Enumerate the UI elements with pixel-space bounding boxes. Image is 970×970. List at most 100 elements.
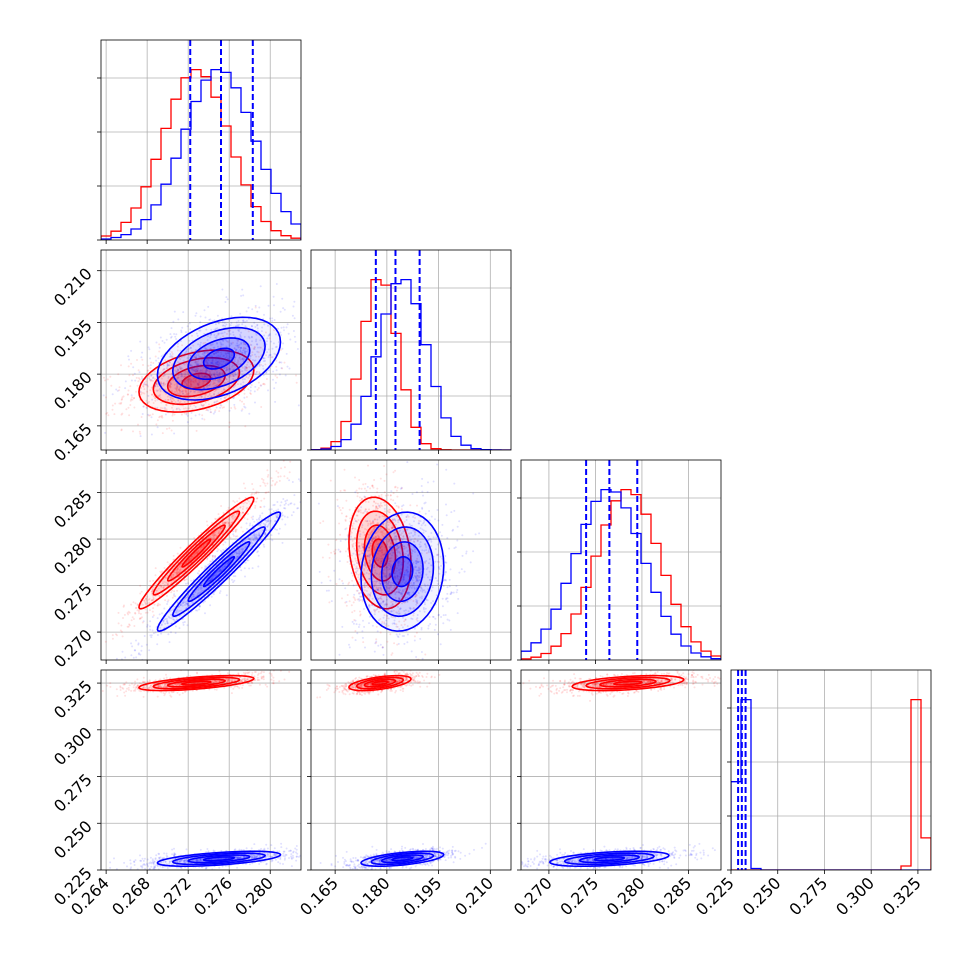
sample-point: [409, 598, 412, 601]
sample-point: [394, 469, 397, 472]
sample-point: [218, 378, 221, 381]
sample-point: [224, 521, 227, 524]
sample-point: [378, 528, 381, 531]
sample-point: [212, 534, 215, 537]
sample-point: [232, 331, 235, 334]
sample-point: [253, 390, 256, 393]
sample-point: [381, 646, 384, 649]
sample-point: [179, 565, 182, 568]
sample-point: [351, 525, 354, 527]
sample-point: [209, 411, 212, 414]
sample-point: [203, 375, 206, 378]
sample-point: [406, 543, 409, 546]
sample-point: [140, 387, 142, 389]
sample-point: [374, 582, 377, 585]
sample-point: [222, 324, 225, 327]
sample-point: [152, 377, 154, 380]
sample-point: [244, 365, 246, 368]
sample-point: [230, 386, 232, 389]
sample-point: [148, 609, 151, 612]
sample-point: [148, 649, 151, 652]
sample-point: [258, 306, 261, 309]
sample-point: [218, 381, 221, 384]
sample-point: [211, 357, 214, 360]
sample-point: [213, 574, 216, 577]
sample-point: [259, 506, 262, 509]
sample-point: [115, 388, 118, 391]
sample-point: [175, 371, 178, 374]
sample-point: [149, 580, 152, 583]
sample-point: [199, 343, 202, 346]
sample-point: [383, 614, 386, 617]
sample-point: [396, 635, 399, 638]
sample-point: [213, 319, 216, 322]
sample-point: [210, 348, 213, 351]
sample-point: [395, 535, 398, 538]
sample-point: [293, 300, 296, 303]
contour-line: [138, 496, 255, 610]
sample-point: [180, 331, 183, 334]
sample-point: [137, 642, 140, 645]
sample-point: [266, 337, 269, 340]
contour-line: [187, 337, 251, 381]
sample-point: [282, 498, 285, 500]
sample-point: [240, 569, 243, 572]
sample-point: [365, 528, 368, 531]
sample-point: [156, 383, 158, 386]
red-contours: [138, 496, 255, 610]
sample-point: [255, 533, 258, 536]
sample-point: [157, 389, 160, 392]
sample-point: [284, 500, 287, 503]
sample-point: [190, 597, 193, 600]
sample-point: [221, 343, 224, 346]
sample-point: [241, 511, 244, 514]
sample-point: [110, 384, 113, 387]
sample-point: [178, 389, 181, 392]
sample-point: [131, 396, 133, 399]
sample-point: [388, 562, 391, 565]
sample-point: [230, 343, 233, 346]
sample-point: [191, 555, 194, 558]
sample-point: [394, 576, 396, 579]
sample-point: [200, 374, 203, 377]
sample-point: [116, 665, 118, 667]
sample-point: [202, 404, 204, 407]
sample-point: [264, 538, 267, 541]
sample-point: [200, 395, 203, 398]
sample-point: [179, 366, 182, 369]
sample-point: [194, 357, 197, 360]
sample-point: [204, 369, 207, 372]
sample-point: [85, 655, 87, 657]
sample-point: [424, 544, 427, 547]
sample-point: [193, 404, 196, 407]
sample-point: [200, 590, 203, 593]
sample-point: [395, 547, 398, 550]
sample-point: [219, 345, 222, 348]
sample-point: [241, 358, 244, 361]
sample-point: [264, 532, 267, 535]
sample-point: [223, 321, 226, 324]
sample-point: [140, 645, 143, 648]
sample-point: [145, 380, 148, 383]
sample-point: [394, 593, 397, 596]
sample-point: [233, 579, 236, 582]
sample-point: [420, 446, 422, 448]
sample-point: [374, 583, 377, 586]
sample-point: [204, 375, 207, 378]
sample-point: [385, 566, 388, 568]
sample-point: [198, 413, 201, 416]
sample-point: [213, 373, 216, 376]
sample-point: [214, 351, 217, 354]
sample-point: [245, 320, 248, 322]
sample-point: [221, 380, 224, 383]
sample-point: [361, 512, 364, 515]
sample-point: [351, 543, 354, 546]
sample-point: [359, 520, 362, 523]
sample-point: [224, 381, 227, 384]
sample-point: [170, 429, 173, 432]
sample-point: [168, 361, 171, 364]
sample-point: [409, 570, 412, 573]
sample-point: [243, 567, 246, 570]
sample-point: [235, 354, 238, 357]
sample-point: [200, 566, 203, 569]
